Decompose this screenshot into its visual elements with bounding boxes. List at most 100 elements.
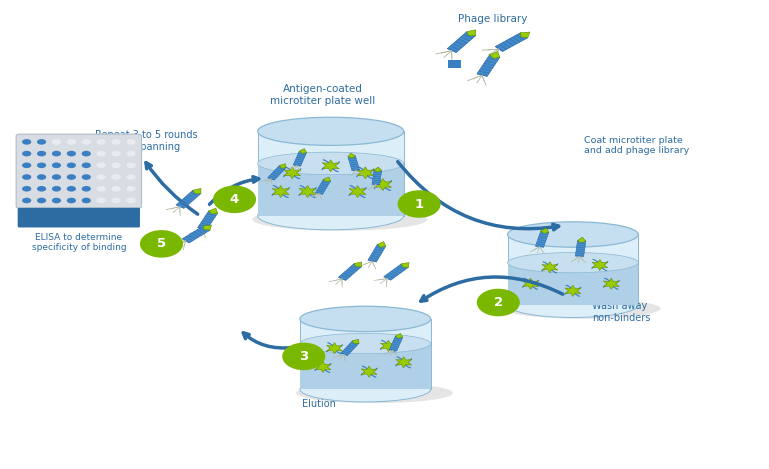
Polygon shape bbox=[348, 156, 360, 171]
Ellipse shape bbox=[300, 306, 431, 332]
FancyBboxPatch shape bbox=[18, 208, 140, 227]
Ellipse shape bbox=[112, 139, 121, 144]
Ellipse shape bbox=[67, 162, 76, 168]
Ellipse shape bbox=[37, 151, 46, 157]
Polygon shape bbox=[323, 177, 331, 182]
Polygon shape bbox=[352, 339, 359, 343]
Ellipse shape bbox=[112, 162, 121, 168]
Text: 4: 4 bbox=[230, 193, 239, 206]
Ellipse shape bbox=[504, 298, 661, 319]
Ellipse shape bbox=[67, 197, 76, 203]
Polygon shape bbox=[258, 131, 404, 216]
Polygon shape bbox=[396, 357, 411, 368]
Polygon shape bbox=[193, 189, 201, 194]
Ellipse shape bbox=[97, 151, 106, 157]
Ellipse shape bbox=[282, 343, 325, 370]
Ellipse shape bbox=[82, 162, 91, 168]
Ellipse shape bbox=[82, 151, 91, 157]
Ellipse shape bbox=[22, 162, 32, 168]
Polygon shape bbox=[604, 278, 619, 289]
Ellipse shape bbox=[126, 151, 135, 157]
Polygon shape bbox=[341, 341, 359, 356]
Polygon shape bbox=[284, 167, 301, 179]
Polygon shape bbox=[508, 234, 638, 305]
Polygon shape bbox=[395, 333, 403, 338]
Ellipse shape bbox=[126, 186, 135, 191]
Polygon shape bbox=[384, 264, 408, 280]
Polygon shape bbox=[315, 179, 331, 194]
Polygon shape bbox=[322, 160, 339, 172]
Ellipse shape bbox=[37, 186, 46, 191]
Polygon shape bbox=[448, 60, 461, 68]
Polygon shape bbox=[578, 237, 586, 242]
Ellipse shape bbox=[37, 162, 46, 168]
Polygon shape bbox=[349, 186, 366, 197]
Polygon shape bbox=[508, 263, 638, 305]
Ellipse shape bbox=[508, 292, 638, 318]
Text: Antigen-coated
microtiter plate well: Antigen-coated microtiter plate well bbox=[271, 84, 375, 106]
Ellipse shape bbox=[22, 151, 32, 157]
Ellipse shape bbox=[37, 197, 46, 203]
Ellipse shape bbox=[258, 117, 404, 145]
Ellipse shape bbox=[508, 222, 638, 247]
Polygon shape bbox=[447, 32, 476, 53]
Ellipse shape bbox=[52, 174, 61, 180]
Polygon shape bbox=[198, 211, 218, 230]
Ellipse shape bbox=[22, 174, 32, 180]
Polygon shape bbox=[203, 225, 211, 230]
Polygon shape bbox=[372, 170, 381, 185]
Ellipse shape bbox=[67, 186, 76, 191]
Ellipse shape bbox=[52, 139, 61, 144]
Polygon shape bbox=[535, 231, 549, 247]
Ellipse shape bbox=[508, 252, 638, 273]
Text: Elution: Elution bbox=[302, 399, 336, 408]
Ellipse shape bbox=[97, 162, 106, 168]
Ellipse shape bbox=[37, 139, 46, 144]
Ellipse shape bbox=[82, 174, 91, 180]
Polygon shape bbox=[401, 263, 409, 267]
Text: Phage library: Phage library bbox=[458, 14, 527, 24]
Ellipse shape bbox=[112, 197, 121, 203]
Polygon shape bbox=[208, 208, 218, 214]
Polygon shape bbox=[176, 190, 201, 208]
Text: 3: 3 bbox=[299, 350, 308, 363]
Ellipse shape bbox=[67, 139, 76, 144]
Polygon shape bbox=[368, 244, 386, 262]
Ellipse shape bbox=[22, 197, 32, 203]
Polygon shape bbox=[592, 259, 608, 271]
Ellipse shape bbox=[398, 190, 441, 218]
Text: 5: 5 bbox=[157, 237, 166, 250]
Ellipse shape bbox=[126, 174, 135, 180]
Polygon shape bbox=[495, 33, 528, 52]
Polygon shape bbox=[389, 336, 403, 351]
Ellipse shape bbox=[300, 377, 431, 402]
Ellipse shape bbox=[52, 197, 61, 203]
Polygon shape bbox=[374, 167, 381, 172]
Polygon shape bbox=[300, 343, 431, 389]
Polygon shape bbox=[258, 163, 404, 216]
Ellipse shape bbox=[97, 186, 106, 191]
Ellipse shape bbox=[52, 186, 61, 191]
Polygon shape bbox=[520, 32, 530, 38]
FancyBboxPatch shape bbox=[16, 134, 141, 208]
Text: Wash away
non-binders: Wash away non-binders bbox=[592, 301, 651, 323]
Polygon shape bbox=[375, 179, 391, 190]
Polygon shape bbox=[299, 149, 307, 153]
Ellipse shape bbox=[67, 174, 76, 180]
Polygon shape bbox=[338, 264, 361, 280]
Polygon shape bbox=[575, 241, 586, 257]
Ellipse shape bbox=[112, 186, 121, 191]
Text: ELISA to determine
specificity of binding: ELISA to determine specificity of bindin… bbox=[32, 233, 126, 252]
Polygon shape bbox=[542, 262, 558, 273]
Ellipse shape bbox=[112, 174, 121, 180]
Polygon shape bbox=[272, 186, 289, 197]
Polygon shape bbox=[354, 262, 361, 267]
Ellipse shape bbox=[300, 333, 431, 354]
Polygon shape bbox=[378, 242, 386, 247]
Polygon shape bbox=[381, 340, 396, 351]
Ellipse shape bbox=[213, 186, 256, 213]
Text: Coat microtiter plate
and add phage library: Coat microtiter plate and add phage libr… bbox=[584, 136, 690, 155]
Polygon shape bbox=[541, 228, 549, 234]
Ellipse shape bbox=[97, 174, 106, 180]
Ellipse shape bbox=[22, 186, 32, 191]
